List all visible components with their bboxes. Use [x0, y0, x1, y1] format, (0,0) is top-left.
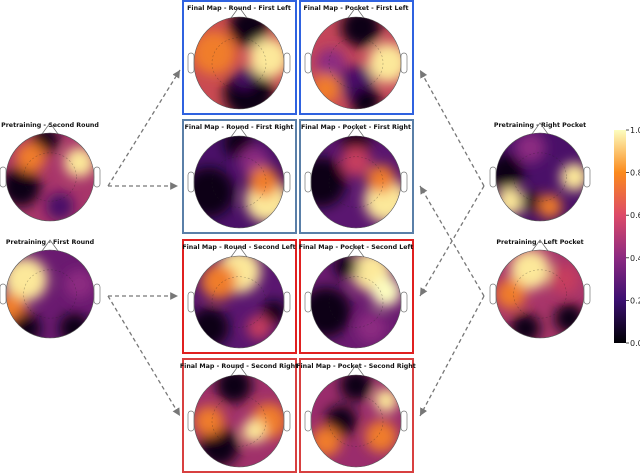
- ear-icon: [400, 410, 408, 432]
- nose-icon: [347, 364, 365, 377]
- topomap-pretraining: [0, 239, 101, 339]
- ear-icon: [283, 52, 291, 74]
- panel-title: Pretraining - Second Round: [1, 122, 99, 129]
- panel-title: Pretraining - Left Pocket: [496, 239, 583, 246]
- dashed-arrow: [107, 295, 181, 417]
- ear-icon: [304, 410, 312, 432]
- panel-title: Final Map - Pocket - Second Left: [299, 244, 414, 251]
- ear-icon: [400, 52, 408, 74]
- dashed-arrow: [419, 295, 485, 417]
- ear-icon: [187, 291, 195, 313]
- ear-icon: [93, 166, 101, 188]
- colorbar-tick-label: 0.0: [630, 339, 640, 348]
- ear-icon: [187, 410, 195, 432]
- nose-icon: [347, 6, 365, 19]
- dashed-arrow: [107, 69, 181, 187]
- panel-title: Final Map - Pocket - First Left: [303, 5, 408, 12]
- ear-icon: [304, 171, 312, 193]
- nose-icon: [531, 239, 549, 252]
- topomap-panel: [187, 6, 291, 110]
- colorbar-tick-label: 0.2: [630, 296, 640, 305]
- ear-icon: [489, 166, 497, 188]
- topomap-panel: [304, 125, 408, 229]
- dashed-arrow: [419, 69, 485, 187]
- nose-icon: [230, 125, 248, 138]
- nose-icon: [230, 364, 248, 377]
- topomap-pretraining: [489, 239, 591, 339]
- nose-icon: [347, 245, 365, 258]
- topomap-panel: [304, 245, 408, 349]
- nose-icon: [531, 122, 549, 135]
- ear-icon: [583, 283, 591, 305]
- nose-icon: [41, 122, 59, 135]
- panel-title: Final Map - Round - First Left: [187, 5, 291, 12]
- ear-icon: [400, 171, 408, 193]
- ear-icon: [187, 171, 195, 193]
- panel-title: Final Map - Pocket - Second Right: [296, 363, 416, 370]
- ear-icon: [283, 410, 291, 432]
- ear-icon: [283, 171, 291, 193]
- ear-icon: [93, 283, 101, 305]
- ear-icon: [0, 166, 7, 188]
- panel-title: Final Map - Round - Second Left: [182, 244, 295, 251]
- topomap-pretraining: [0, 122, 101, 222]
- panel-title: Final Map - Round - Second Right: [180, 363, 298, 370]
- panel-title: Pretraining - First Round: [6, 239, 94, 246]
- topomap-panel: [187, 245, 291, 349]
- ear-icon: [304, 52, 312, 74]
- topomap-pretraining: [489, 122, 591, 222]
- ear-icon: [489, 283, 497, 305]
- colorbar-tick-label: 0.4: [630, 254, 640, 263]
- ear-icon: [283, 291, 291, 313]
- ear-icon: [0, 283, 7, 305]
- ear-icon: [400, 291, 408, 313]
- panel-title: Final Map - Pocket - First Right: [301, 124, 411, 131]
- panel-title: Pretraining - Right Pocket: [494, 122, 586, 129]
- ear-icon: [187, 52, 195, 74]
- colorbar-tick-label: 0.8: [630, 169, 640, 178]
- nose-icon: [41, 239, 59, 252]
- ear-icon: [304, 291, 312, 313]
- topomap-panel: [304, 364, 408, 468]
- ear-icon: [583, 166, 591, 188]
- panel-title: Final Map - Round - First Right: [185, 124, 294, 131]
- colorbar-tick-label: 0.6: [630, 211, 640, 220]
- dashed-arrow: [419, 185, 485, 297]
- topomap-panel: [304, 6, 408, 110]
- nose-icon: [230, 245, 248, 258]
- topomap-panel: [187, 364, 291, 468]
- nose-icon: [230, 6, 248, 19]
- nose-icon: [347, 125, 365, 138]
- colorbar: [614, 130, 626, 343]
- topomap-panel: [187, 125, 291, 229]
- colorbar-tick-label: 1.0: [630, 126, 640, 135]
